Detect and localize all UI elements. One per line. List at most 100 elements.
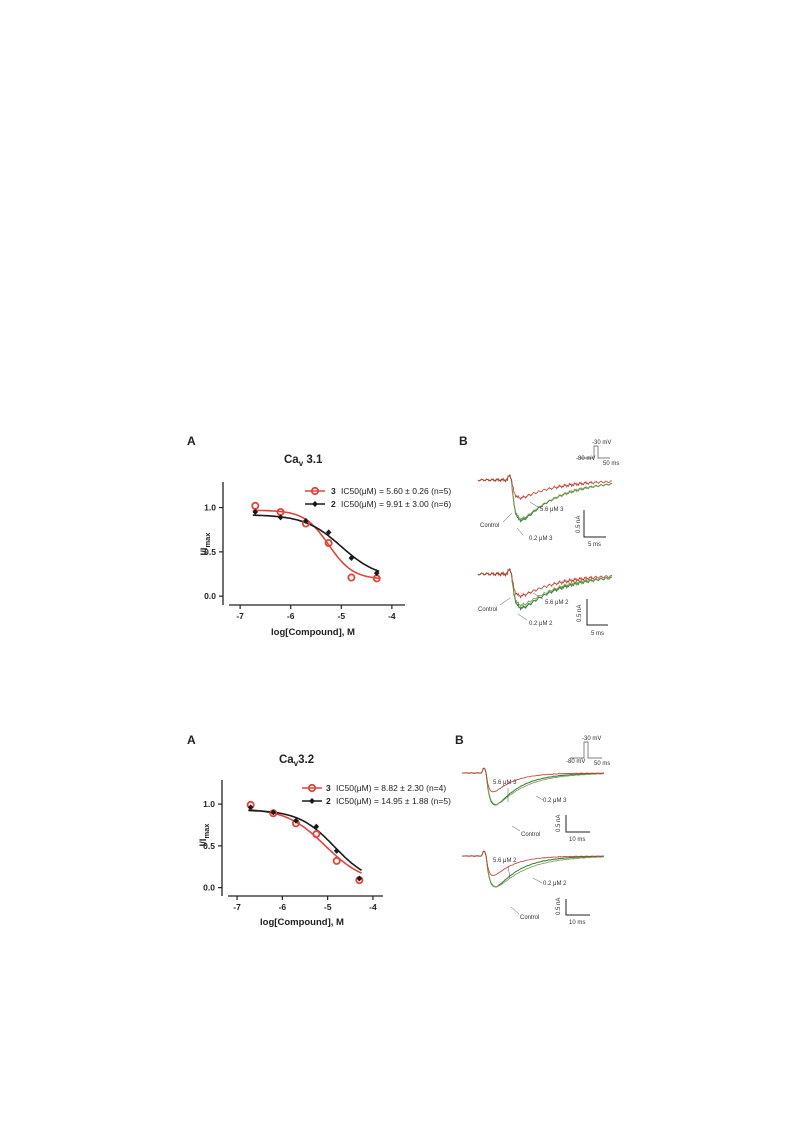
trace-label-control: Control xyxy=(520,915,539,921)
x-tick-label: -6 xyxy=(287,611,295,621)
fit-curve-3 xyxy=(248,808,362,874)
panel-a-letter: A xyxy=(187,733,196,747)
legend: 3 IC50(μM) = 5.60 ± 0.26 (n=5) 2 IC50(μM… xyxy=(305,486,451,509)
x-tick-label: -4 xyxy=(369,902,377,912)
x-axis-label: log[Compound], M xyxy=(260,917,344,928)
current-traces-bottom xyxy=(461,850,605,888)
data-point-2 xyxy=(333,847,340,854)
protocol-v1: -80 mV xyxy=(576,456,595,462)
protocol-t: 50 ms xyxy=(594,761,610,767)
legend-text-2: IC50(μM) = 14.95 ± 1.88 (n=5) xyxy=(336,796,451,806)
trace-label-low: 0.2 μM 3 xyxy=(529,536,553,542)
data-point-2 xyxy=(313,823,320,830)
data-point-3 xyxy=(372,574,381,583)
data-point-2 xyxy=(293,817,299,824)
scale-time-label: 10 ms xyxy=(569,920,585,926)
scale-current-label: 0.5 nA xyxy=(556,898,562,915)
legend-text-2: IC50(μM) = 9.91 ± 3.00 (n=6) xyxy=(341,499,451,509)
x-tick-label: -5 xyxy=(338,611,346,621)
fit-curve-2 xyxy=(252,514,380,573)
fit-curve-3 xyxy=(252,509,380,579)
data-point-3 xyxy=(251,501,260,510)
trace-label-low: 0.2 μM 2 xyxy=(529,621,553,627)
data-point-3 xyxy=(347,573,356,582)
data-point-2 xyxy=(303,517,309,524)
panel-b-letter: B xyxy=(459,434,468,448)
protocol-v2: -30 mV xyxy=(582,736,601,742)
voltage-protocol-icon: -80 mV -30 mV 50 ms xyxy=(576,440,619,467)
y-tick-label: 1.0 xyxy=(203,799,215,809)
protocol-v1: -80 mV xyxy=(566,759,585,765)
protocol-t: 50 ms xyxy=(603,461,619,467)
x-axis-label: log[Compound], M xyxy=(271,627,355,638)
data-point-3 xyxy=(324,539,333,548)
legend-marker-2 xyxy=(312,501,318,507)
x-tick-label: -5 xyxy=(324,902,332,912)
current-traces-top xyxy=(477,473,613,523)
y-tick-label: 0.0 xyxy=(203,883,215,893)
scale-bar xyxy=(565,899,590,916)
x-tick-label: -4 xyxy=(388,611,396,621)
legend-marker-3 xyxy=(307,783,317,793)
scale-time-label: 5 ms xyxy=(591,631,604,637)
panel-b-letter: B xyxy=(455,733,464,747)
trace-label-high: 5.6 μM 2 xyxy=(545,600,569,606)
legend-text-3: IC50(μM) = 8.82 ± 2.30 (n=4) xyxy=(336,783,446,793)
data-point-3 xyxy=(332,856,341,865)
chart-title: Cav 3.1 xyxy=(284,454,323,468)
panel-a-letter: A xyxy=(187,434,196,448)
data-point-2 xyxy=(325,529,332,536)
legend-compound-3: 3 xyxy=(331,486,336,496)
scale-current-label: 0.5 nA xyxy=(577,605,583,622)
trace-label-control: Control xyxy=(521,832,540,838)
scale-current-label: 0.5 nA xyxy=(556,815,562,832)
data-point-3 xyxy=(355,876,364,885)
y-axis-label: I/Imax xyxy=(199,532,212,556)
legend-compound-2: 2 xyxy=(326,796,331,806)
trace-label-control: Control xyxy=(478,607,497,613)
trace-label-high: 5.6 μM 3 xyxy=(540,507,564,513)
scale-time-label: 10 ms xyxy=(569,837,585,843)
chart-title: Cav3.2 xyxy=(279,754,314,768)
fit-curve-2 xyxy=(248,809,363,871)
data-point-2 xyxy=(373,570,380,577)
legend-marker-3 xyxy=(310,486,320,496)
data-point-2 xyxy=(348,555,355,562)
trace-label-control: Control xyxy=(480,523,499,529)
data-point-3 xyxy=(291,819,300,828)
data-point-3 xyxy=(246,800,255,809)
data-point-3 xyxy=(301,519,310,528)
trace-label-low: 0.2 μM 2 xyxy=(543,881,567,887)
protocol-v2: -30 mV xyxy=(592,440,611,446)
legend-marker-2 xyxy=(309,798,315,804)
y-tick-label: 0.5 xyxy=(204,547,216,557)
data-point-2 xyxy=(252,509,259,515)
data-point-3 xyxy=(269,809,278,818)
y-tick-label: 0.0 xyxy=(204,591,216,601)
data-point-2 xyxy=(270,809,277,816)
y-tick-label: 0.5 xyxy=(203,841,215,851)
x-tick-label: -7 xyxy=(236,611,244,621)
voltage-protocol-icon: -80 mV -30 mV 50 ms xyxy=(566,736,610,767)
current-traces-bottom xyxy=(477,567,613,611)
data-point-3 xyxy=(312,830,321,839)
legend-compound-2: 2 xyxy=(331,499,336,509)
current-traces-top xyxy=(461,767,605,806)
scale-bar xyxy=(583,510,606,538)
trace-label-high: 5.6 μM 3 xyxy=(493,780,517,786)
y-tick-label: 1.0 xyxy=(204,503,216,513)
legend-compound-3: 3 xyxy=(326,783,331,793)
legend-text-3: IC50(μM) = 5.60 ± 0.26 (n=5) xyxy=(341,486,451,496)
data-point-2 xyxy=(356,875,363,882)
scale-bar xyxy=(565,815,590,833)
y-axis-label: I/Imax xyxy=(198,823,211,847)
data-point-3 xyxy=(276,507,285,516)
legend: 3 IC50(μM) = 8.82 ± 2.30 (n=4) 2 IC50(μM… xyxy=(302,783,451,806)
x-tick-label: -6 xyxy=(279,902,287,912)
x-tick-label: -7 xyxy=(233,902,241,912)
trace-label-high: 5.6 μM 2 xyxy=(493,858,517,864)
data-point-2 xyxy=(277,514,284,521)
data-point-2 xyxy=(247,804,254,811)
trace-label-low: 0.2 μM 3 xyxy=(543,798,567,804)
